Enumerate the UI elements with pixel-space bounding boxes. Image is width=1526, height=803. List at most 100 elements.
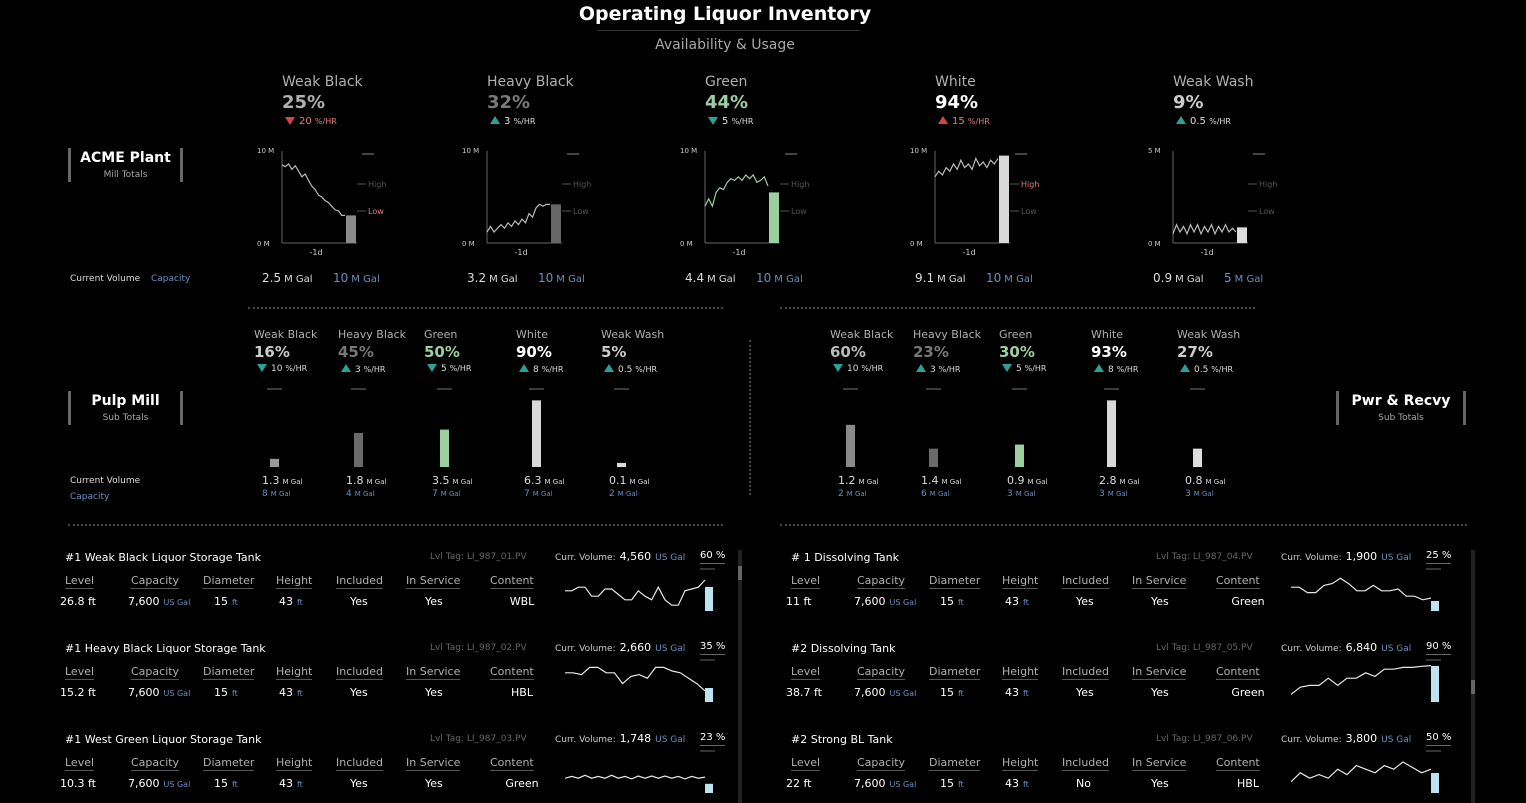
pulp-volume-value: 1.3 [262, 474, 280, 487]
pulp-level-wrap [333, 385, 393, 470]
plant-kpi-name: Heavy Black [487, 74, 574, 90]
trend-line [704, 173, 769, 208]
power-kpi-name: Weak Black [830, 328, 894, 341]
high-label: High [573, 180, 591, 189]
tank-level: 10.3 ft [60, 777, 96, 790]
tank-row[interactable]: #1 Weak Black Liquor Storage Tank Lvl Tag… [60, 550, 735, 631]
pulp-kpi-rate-unit: %/HR [449, 364, 472, 373]
tank-in-service: Yes [1151, 686, 1169, 699]
power-level-chart [843, 388, 858, 467]
power-level-chart [1104, 388, 1119, 467]
level-bar [346, 215, 356, 243]
plant-kpi-rate: 20 %/HR [285, 116, 337, 127]
pulp-level-wrap [596, 385, 656, 470]
page-title: Operating Liquor Inventory [578, 3, 872, 25]
col-header-diameter: Diameter [929, 756, 981, 771]
tank-row[interactable]: #1 Heavy Black Liquor Storage Tank Lvl Ta… [60, 641, 735, 722]
trend-line [934, 156, 999, 178]
pulp-level-chart [267, 388, 282, 467]
high-label: High [1021, 180, 1039, 189]
curr-volume-value: 6,840 [1345, 641, 1378, 654]
right-scroll-thumb[interactable] [1471, 680, 1475, 694]
col-header-content: Content [1216, 756, 1260, 771]
power-volume-unit: M Gal [1027, 478, 1048, 486]
plant-kpi-rate-value: 0.5 [1190, 116, 1206, 127]
divider [248, 307, 723, 309]
col-header-in-service: In Service [406, 756, 461, 771]
tank-height-value: 43 [279, 595, 293, 608]
tank-percent: 35 % [700, 641, 726, 655]
plant-trend-wrap: 10 M 0 M -1d High Low [680, 143, 820, 268]
tank-row[interactable]: #2 Dissolving Tank Lvl Tag: LI_987_05.PV C… [786, 641, 1461, 722]
page-subtitle: Availability & Usage [655, 37, 795, 53]
tank-name: # 1 Dissolving Tank [791, 551, 899, 564]
plant-kpi-rate-unit: %/HR [731, 117, 754, 126]
level-bar [1107, 400, 1116, 467]
tank-level-bar [1431, 666, 1439, 702]
col-header-height: Height [1002, 756, 1039, 771]
high-label: High [791, 180, 809, 189]
plant-kpi-rate-unit: %/HR [513, 117, 536, 126]
arrow-down-icon [1002, 364, 1012, 372]
power-volume-value: 0.9 [1007, 474, 1025, 487]
power-kpi-percent: 27% [1177, 343, 1213, 361]
tank-capacity-value: 7,600 [128, 777, 160, 790]
tank-height-unit: ft [1023, 780, 1029, 789]
tank-height: 43 ft [279, 686, 303, 699]
tank-height-value: 43 [1005, 777, 1019, 790]
left-scroll-thumb[interactable] [738, 566, 742, 580]
tank-diameter-value: 15 [940, 686, 954, 699]
tank-capacity-value: 7,600 [854, 595, 886, 608]
tank-tag-value: LI_987_01.PV [466, 552, 527, 562]
tank-row[interactable]: #2 Strong BL Tank Lvl Tag: LI_987_06.PV Cu… [786, 732, 1461, 803]
curr-volume-label: Curr. Volume: [1281, 644, 1342, 654]
y-tick-top: 10 M [910, 147, 927, 155]
pulp-capacity-value: 8 [262, 489, 268, 499]
tank-capacity-unit: US Gal [163, 689, 191, 698]
col-header-included: Included [336, 574, 384, 589]
plant-kpi-rate-value: 5 [722, 116, 729, 127]
plant-capacity-value: 5 [1224, 271, 1232, 285]
tank-row[interactable]: # 1 Dissolving Tank Lvl Tag: LI_987_04.PV… [786, 550, 1461, 631]
col-header-level: Level [791, 756, 821, 771]
plant-volume-unit: M Gal [937, 274, 966, 285]
curr-volume-label: Curr. Volume: [555, 644, 616, 654]
arrow-down-icon [257, 364, 267, 372]
tank-height: 43 ft [1005, 595, 1029, 608]
pulp-capacity-unit: M Gal [354, 490, 375, 498]
right-scrollbar[interactable] [1471, 550, 1475, 803]
tank-level-bar [1431, 601, 1439, 611]
plant-volume: 4.4 M Gal [685, 271, 736, 285]
plant-capacity: 10 M Gal [986, 271, 1033, 285]
plant-trend-chart: 10 M 0 M -1d High Low [257, 147, 386, 257]
level-bar [440, 429, 449, 467]
col-header-content: Content [490, 574, 534, 589]
pulp-capacity-unit: M Gal [617, 490, 638, 498]
plant-kpi-rate-unit: %/HR [1209, 117, 1231, 126]
tank-level-bar [705, 783, 713, 793]
col-header-capacity: Capacity [131, 574, 180, 589]
pulp-volume-unit: M Gal [282, 478, 303, 486]
power-kpi-rate-unit: %/HR [1024, 364, 1047, 373]
tank-tag-value: LI_987_04.PV [1192, 552, 1253, 562]
arrow-up-icon [938, 116, 948, 124]
sparkline-path [564, 774, 706, 780]
power-volume-value: 1.2 [838, 474, 856, 487]
arrow-up-icon [604, 364, 614, 372]
trend-line [1172, 223, 1237, 236]
left-scrollbar[interactable] [738, 550, 742, 803]
tank-percent: 23 % [700, 732, 726, 746]
x-tick: -1d [733, 248, 746, 257]
power-capacity-unit: M Gal [1193, 490, 1214, 498]
power-sub: Sub Totals [1378, 413, 1424, 423]
tank-tag: Lvl Tag: LI_987_04.PV [1156, 552, 1253, 562]
curr-volume-value: 1,748 [619, 732, 652, 745]
tank-diameter-unit: ft [232, 689, 238, 698]
tank-sparkline-wrap [1290, 656, 1456, 702]
plant-volume-value: 0.9 [1153, 271, 1173, 285]
tank-tag-label: Lvl Tag: [1156, 552, 1190, 562]
pulp-capacity-unit: M Gal [440, 490, 461, 498]
tank-row[interactable]: #1 West Green Liquor Storage Tank Lvl Tag… [60, 732, 735, 803]
divider [749, 340, 751, 495]
